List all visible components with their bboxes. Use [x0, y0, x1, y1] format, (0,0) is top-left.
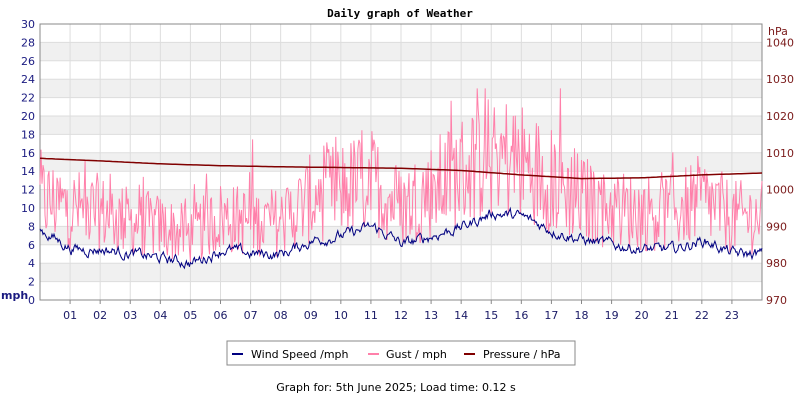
- legend-label-pressure: Pressure / hPa: [483, 348, 561, 361]
- right-tick-label: 970: [766, 294, 787, 307]
- left-tick-label: 2: [28, 276, 35, 289]
- right-tick-label: 1040: [766, 36, 794, 49]
- left-tick-label: 28: [21, 36, 35, 49]
- left-tick-label: 26: [21, 55, 35, 68]
- x-tick-label: 20: [635, 309, 649, 322]
- left-tick-label: 10: [21, 202, 35, 215]
- x-tick-label: 05: [183, 309, 197, 322]
- left-tick-label: 18: [21, 128, 35, 141]
- right-tick-label: 980: [766, 257, 787, 270]
- x-tick-label: 16: [514, 309, 528, 322]
- left-tick-label: 6: [28, 239, 35, 252]
- x-tick-label: 01: [63, 309, 77, 322]
- right-axis-unit: hPa: [768, 25, 788, 38]
- x-tick-label: 18: [575, 309, 589, 322]
- chart-footer: Graph for: 5th June 2025; Load time: 0.1…: [276, 381, 516, 394]
- x-tick-label: 19: [605, 309, 619, 322]
- left-tick-label: 16: [21, 147, 35, 160]
- right-tick-label: 990: [766, 220, 787, 233]
- left-tick-label: 14: [21, 165, 35, 178]
- left-tick-label: 30: [21, 18, 35, 31]
- legend-box: [226, 340, 576, 366]
- x-tick-label: 04: [153, 309, 167, 322]
- left-tick-label: 12: [21, 184, 35, 197]
- x-tick-label: 12: [394, 309, 408, 322]
- left-tick-label: 0: [28, 294, 35, 307]
- left-tick-label: 24: [21, 73, 35, 86]
- x-tick-label: 02: [93, 309, 107, 322]
- x-tick-label: 21: [665, 309, 679, 322]
- x-tick-label: 11: [364, 309, 378, 322]
- left-axis-unit: mph: [1, 289, 28, 302]
- right-tick-label: 1000: [766, 184, 794, 197]
- left-tick-label: 8: [28, 220, 35, 233]
- x-tick-label: 17: [544, 309, 558, 322]
- x-tick-label: 23: [725, 309, 739, 322]
- x-axis-ticks: 01 02 03 04 05 06 07 08 09 10 11 12 13 14 15 16 17 18 19 20…: [63, 300, 739, 322]
- wind-speed-line: [39, 206, 763, 270]
- legend-label-wind: Wind Speed /mph: [251, 348, 349, 361]
- right-tick-label: 1010: [766, 147, 794, 160]
- gust-series: [39, 88, 763, 262]
- right-tick-label: 1030: [766, 73, 794, 86]
- wind-speed-series: [39, 206, 763, 270]
- gust-line: [39, 88, 763, 262]
- x-tick-label: 03: [123, 309, 137, 322]
- chart-title: Daily graph of Weather: [327, 7, 473, 20]
- x-tick-label: 08: [274, 309, 288, 322]
- right-axis-ticks: 970 980 990 1000 1010 1020 1030 1040: [766, 36, 794, 307]
- pressure-line: [39, 157, 763, 180]
- right-tick-label: 1020: [766, 110, 794, 123]
- left-tick-label: 22: [21, 92, 35, 105]
- legend-label-gust: Gust / mph: [386, 348, 447, 361]
- left-tick-label: 4: [28, 257, 35, 270]
- pressure-series: [39, 157, 763, 180]
- x-tick-label: 13: [424, 309, 438, 322]
- x-tick-label: 14: [454, 309, 468, 322]
- x-tick-label: 09: [304, 309, 318, 322]
- x-tick-label: 06: [214, 309, 228, 322]
- x-tick-label: 10: [334, 309, 348, 322]
- x-tick-label: 22: [695, 309, 709, 322]
- x-tick-label: 07: [244, 309, 258, 322]
- legend: Wind Speed /mph Gust / mph Pressure / hP…: [226, 340, 576, 366]
- left-tick-label: 20: [21, 110, 35, 123]
- x-tick-label: 15: [484, 309, 498, 322]
